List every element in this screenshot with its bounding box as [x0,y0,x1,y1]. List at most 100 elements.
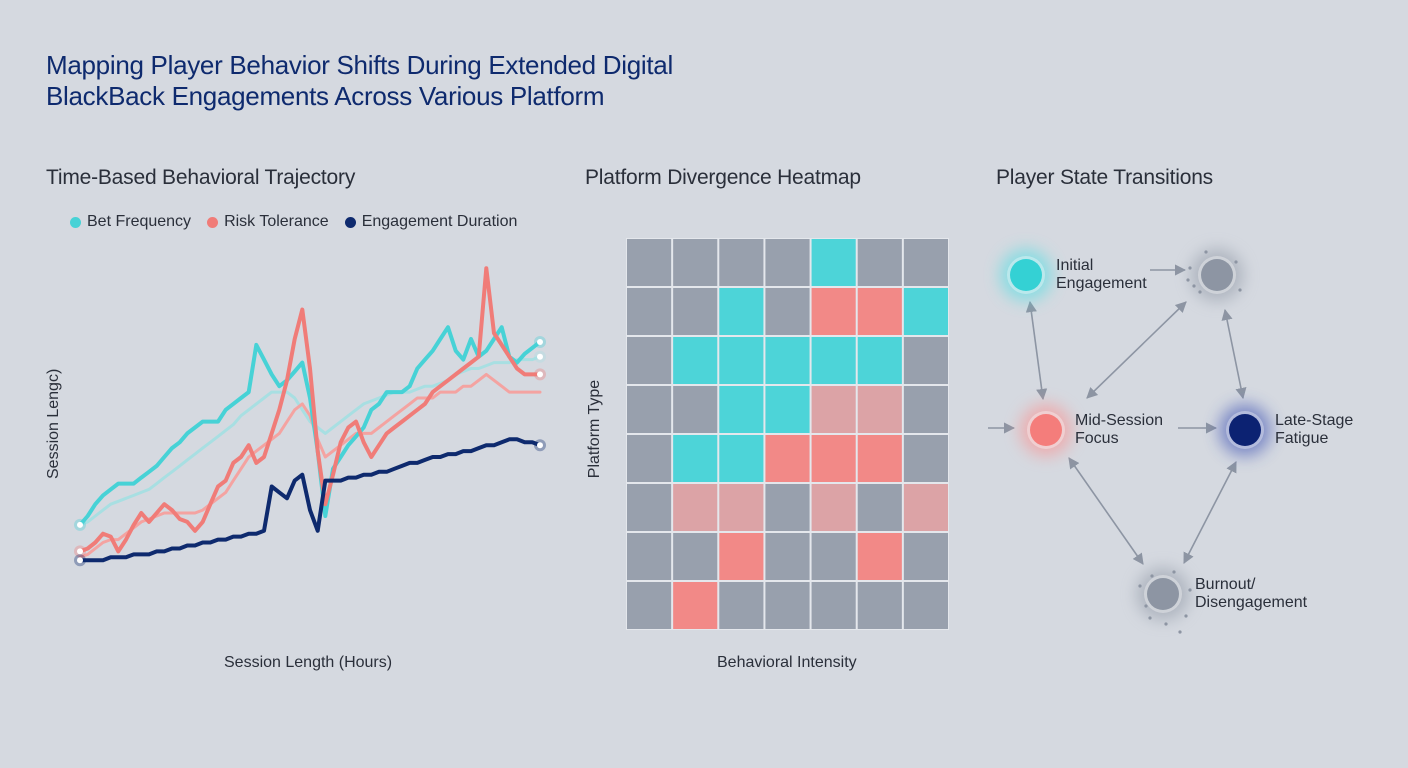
data-point [77,557,83,564]
heatmap-cell [811,435,856,482]
legend-dot-risk-tolerance [207,216,219,228]
node-label-burnout-line2: Disengagement [1195,594,1308,611]
legend-label-risk-tolerance: Risk Tolerance [224,213,329,230]
heatmap-cell [765,337,810,384]
data-point [537,371,543,378]
legend-dot-engagement-duration [344,216,356,228]
heatmap-cell [811,337,856,384]
heatmap-cell [719,484,764,531]
node-label-mid-session: Mid-Session Focus [1075,412,1163,448]
title-line-1: Mapping Player Behavior Shifts During Ex… [46,50,673,80]
heatmap-cell [857,533,902,580]
heatmap-cell [857,288,902,335]
speck-dot [1238,288,1242,292]
heatmap-cell [811,533,856,580]
speck-dot [1186,278,1190,282]
legend-label-bet-frequency: Bet Frequency [87,213,192,230]
speck-dot [1188,266,1192,270]
line-chart-title: Time-Based Behavioral Trajectory [46,166,356,189]
node-label-initial-engagement: Initial Engagement [1056,257,1147,293]
heatmap-cell [673,386,718,433]
heatmap-cell [903,239,948,286]
heatmap-xlabel: Behavioral Intensity [717,654,857,671]
heatmap-cell [857,337,902,384]
line-chart-xlabel: Session Length (Hours) [224,654,393,671]
heatmap-cell [811,386,856,433]
heatmap-cell [673,288,718,335]
title-line-2: BlackBack Engagements Across Various Pla… [46,81,605,111]
series-line-bet-frequency [78,325,542,527]
transition-arrow [1183,461,1237,564]
speck-dot [1148,616,1152,620]
heatmap-cell [765,386,810,433]
node-label-burnout: Burnout/ Disengagement [1195,576,1307,612]
node-label-initial-line2: Engagement [1056,275,1147,292]
series-line-engagement-duration [78,437,542,563]
heatmap-cell [765,484,810,531]
heatmap-cell [719,435,764,482]
legend-item-risk-tolerance: Risk Tolerance [207,213,329,231]
data-point [77,548,83,555]
heatmap-cell [719,337,764,384]
series-line-risk-tolerance [78,266,542,554]
heatmap-cell [903,484,948,531]
heatmap-cell [673,239,718,286]
heatmap-title: Platform Divergence Heatmap [585,166,861,189]
node-label-initial-line1: Initial [1056,257,1094,274]
legend-dot-bet-frequency [70,216,81,228]
node-label-late-stage: Late-Stage Fatigue [1275,412,1353,448]
node-label-mid-line2: Focus [1075,430,1119,447]
heatmap-cell [627,337,672,384]
legend-item-bet-frequency: Bet Frequency [70,213,191,231]
heatmap-cell [765,239,810,286]
legend-label-engagement-duration: Engagement Duration [361,213,518,230]
heatmap-cell [903,337,948,384]
heatmap-cell [627,239,672,286]
heatmap-cell [903,288,948,335]
heatmap-cell [903,386,948,433]
heatmap-cell [673,337,718,384]
heatmap-cell [627,435,672,482]
data-point [77,521,83,528]
heatmap-cell [857,386,902,433]
heatmap-cell [673,533,718,580]
node-label-burnout-line1: Burnout/ [1195,576,1256,593]
heatmap-cell [811,239,856,286]
speck-dot [1184,614,1188,618]
heatmap-cell [765,435,810,482]
transition-arrow [1086,301,1187,399]
speck-dot [1164,622,1168,626]
heatmap-cell [673,582,718,629]
heatmap-cell [627,484,672,531]
state-diagram-title: Player State Transitions [996,166,1213,189]
heatmap-grid [626,238,949,630]
heatmap-cell [811,582,856,629]
speck-dot [1178,630,1182,634]
transition-arrow [1025,300,1048,401]
transition-arrow [1221,308,1247,400]
heatmap-cell [811,288,856,335]
state-node-late [1229,414,1261,446]
speck-dot [1188,588,1192,592]
legend-item-engagement-duration: Engagement Duration [344,213,518,231]
state-node-initial [1010,259,1042,291]
heatmap-cell [903,533,948,580]
heatmap-cell [903,582,948,629]
state-node-top-right [1201,259,1233,291]
heatmap-cell [811,484,856,531]
series-line-bet-frequency-trend [78,355,542,527]
heatmap-cell [627,582,672,629]
heatmap-cell [673,484,718,531]
data-point [537,353,543,360]
heatmap-cell [857,435,902,482]
line-chart-legend: Bet Frequency Risk Tolerance Engagement … [70,213,517,231]
node-label-late-line1: Late-Stage [1275,412,1354,429]
state-node-burnout [1147,578,1179,610]
page-title: Mapping Player Behavior Shifts During Ex… [46,50,806,112]
heatmap-cell [857,484,902,531]
heatmap-cell [719,582,764,629]
node-label-mid-line1: Mid-Session [1075,412,1164,429]
data-point [537,338,543,345]
